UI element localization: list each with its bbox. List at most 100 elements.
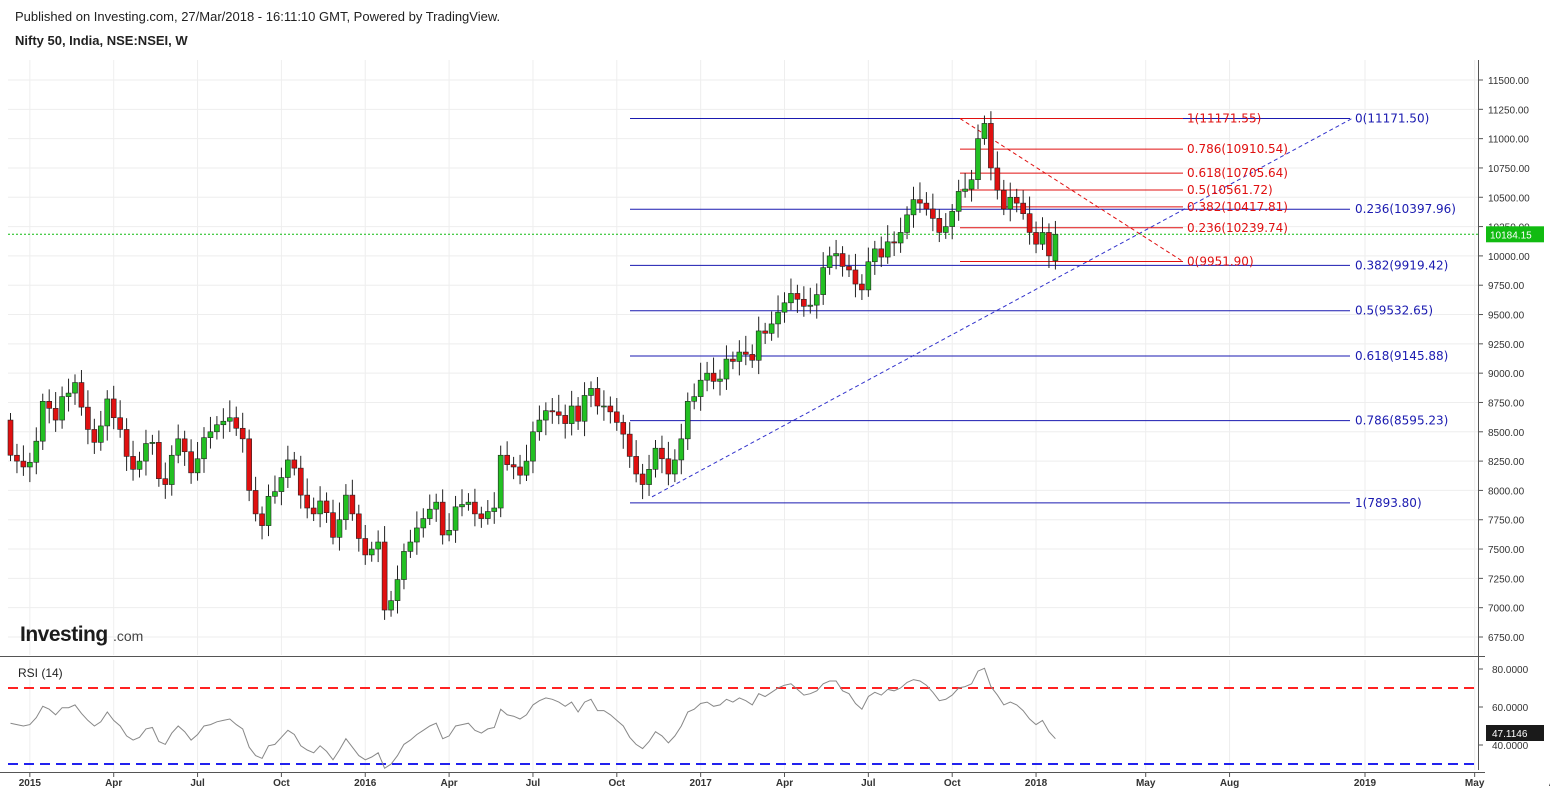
- candle-25: [168, 445, 175, 496]
- candle-10: [72, 374, 78, 405]
- candle-body: [1033, 232, 1039, 245]
- fib-left-label-5: 0.786(8595.23): [1355, 414, 1448, 428]
- candle-52: [343, 484, 349, 530]
- candle-body: [175, 438, 181, 456]
- candle-79: [517, 454, 523, 485]
- candle-104: [678, 423, 685, 475]
- candle-63: [414, 511, 420, 555]
- candle-body: [865, 261, 872, 291]
- candle-1: [14, 443, 20, 474]
- candle-body: [426, 508, 433, 519]
- candle-body: [20, 460, 27, 468]
- candle-body: [613, 411, 620, 423]
- candle-body: [156, 442, 162, 479]
- candle-body: [130, 456, 136, 470]
- candle-body: [504, 454, 510, 465]
- candle-82: [536, 405, 543, 441]
- candle-body: [710, 372, 717, 382]
- candle-body: [362, 538, 369, 556]
- time-tick-label: Oct: [944, 778, 961, 789]
- candle-154: [1000, 179, 1007, 216]
- fib-retracement-right: 1(11171.55) 0.786(10910.54) 0.618(10705.64…: [959, 112, 1288, 269]
- fib-right-label-2: 0.618(10705.64): [1187, 166, 1288, 180]
- candle-70: [459, 489, 465, 517]
- candle-body: [1000, 189, 1007, 210]
- price-tick-label: 7000.00: [1488, 604, 1525, 615]
- candle-body: [530, 431, 536, 462]
- time-tick-label: Aug: [1549, 778, 1550, 789]
- fib-left-label-2: 0.382(9919.42): [1355, 258, 1448, 272]
- candle-100: [652, 439, 659, 478]
- candle-140: [910, 186, 917, 228]
- candle-body: [491, 507, 498, 512]
- candle-body: [510, 464, 517, 468]
- fib-right-label-3: 0.5(10561.72): [1187, 183, 1273, 197]
- candle-body: [878, 248, 885, 258]
- candle-body: [684, 401, 691, 440]
- rsi-last-badge: [1486, 725, 1544, 741]
- candle-body: [807, 304, 814, 307]
- candle-4: [33, 427, 40, 475]
- candle-98: [639, 463, 646, 500]
- candle-body: [1039, 232, 1046, 245]
- price-tick-label: 9750.00: [1488, 281, 1525, 292]
- candle-78: [510, 456, 517, 480]
- candle-42: [278, 467, 285, 506]
- candles: [7, 111, 1059, 620]
- candle-body: [846, 266, 852, 271]
- candle-body: [704, 372, 710, 381]
- candle-109: [710, 357, 717, 390]
- candle-76: [497, 445, 504, 518]
- candle-40: [265, 484, 272, 537]
- candle-body: [388, 600, 394, 611]
- rsi-tick-label: 60.0000: [1492, 703, 1529, 714]
- candle-body: [910, 199, 917, 216]
- candle-body: [349, 494, 356, 515]
- candle-body: [323, 500, 330, 514]
- candle-body: [143, 443, 149, 462]
- candle-125: [813, 283, 820, 319]
- candle-body: [794, 293, 801, 300]
- candle-16: [110, 385, 117, 430]
- candle-body: [672, 459, 678, 475]
- fib-left-label-0: 0(11171.50): [1355, 112, 1429, 126]
- candle-121: [788, 278, 794, 311]
- candle-body: [1020, 202, 1026, 214]
- candle-26: [175, 424, 181, 464]
- candle-body: [813, 294, 820, 306]
- candle-body: [7, 419, 14, 456]
- candle-134: [871, 240, 878, 275]
- candle-body: [942, 226, 949, 233]
- candle-55: [362, 525, 369, 565]
- time-tick-label: 2018: [1025, 778, 1048, 789]
- candle-body: [272, 491, 278, 497]
- candle-body: [523, 460, 530, 476]
- candle-body: [897, 232, 904, 244]
- candle-118: [768, 311, 775, 341]
- candle-97: [633, 440, 639, 483]
- fib-left-label-1: 0.236(10397.96): [1355, 202, 1456, 216]
- rsi-title: RSI (14): [18, 666, 63, 680]
- candle-body: [762, 330, 768, 334]
- candle-43: [285, 445, 291, 488]
- candle-body: [252, 490, 259, 515]
- candle-150: [975, 124, 981, 190]
- time-tick-label: Jul: [526, 778, 541, 789]
- candle-body: [394, 579, 401, 601]
- candle-body: [317, 500, 323, 515]
- candle-83: [543, 402, 549, 436]
- candle-body: [123, 429, 130, 457]
- candle-body: [730, 358, 736, 362]
- candle-158: [1026, 196, 1033, 245]
- candle-73: [478, 506, 485, 528]
- candle-body: [85, 406, 91, 430]
- candle-130: [846, 254, 852, 278]
- candle-body: [594, 388, 601, 407]
- candle-body: [588, 388, 594, 396]
- candle-body: [781, 302, 788, 313]
- candle-body: [904, 214, 910, 233]
- candle-body: [517, 466, 523, 476]
- candle-body: [265, 495, 272, 526]
- candle-body: [749, 354, 756, 361]
